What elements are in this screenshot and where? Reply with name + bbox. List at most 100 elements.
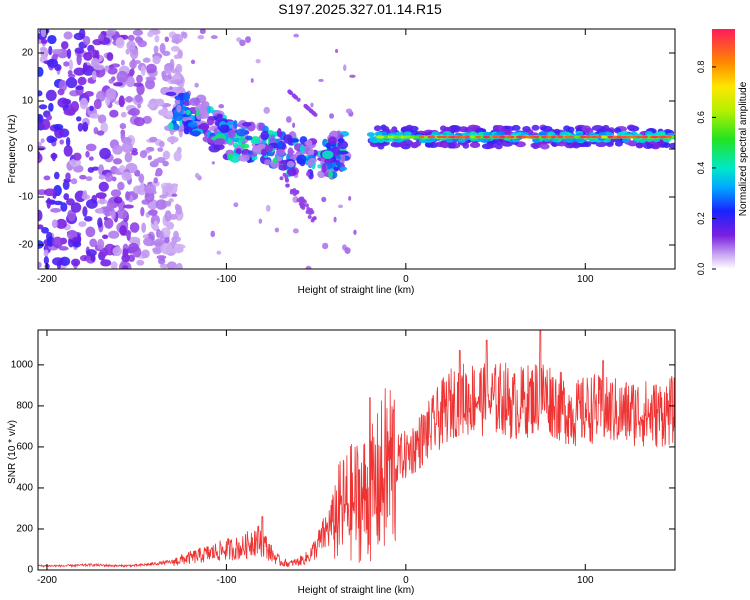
spectrogram-cell — [63, 193, 70, 201]
spectrogram-cell — [168, 86, 173, 90]
spectrogram-cell — [173, 54, 180, 60]
spectrogram-cell — [310, 102, 314, 108]
spectrogram-cell — [299, 144, 305, 154]
spectrogram-cell — [91, 70, 97, 81]
spectrogram-cell — [270, 159, 280, 169]
colorbar-tick-label: 0.8 — [696, 61, 706, 74]
spectrogram-cell — [142, 234, 149, 239]
spectrogram-cell — [306, 106, 311, 111]
spectrogram-cell — [96, 208, 104, 214]
spectrogram-cell — [142, 57, 151, 63]
spectrogram-cell — [292, 191, 297, 196]
spectrogram-cell — [129, 47, 139, 60]
x-tick-label: -200 — [37, 274, 57, 285]
spectrogram-cell — [336, 161, 342, 168]
spectrogram-cell — [337, 140, 349, 150]
spectrogram-cell — [112, 82, 123, 87]
spectrogram-cell — [133, 116, 145, 127]
spectrogram-cell — [280, 160, 287, 165]
spectrogram-cell — [182, 92, 191, 102]
spectrogram-cell — [110, 189, 122, 198]
spectrogram-cell — [99, 147, 111, 160]
spectrogram-cell — [613, 127, 622, 134]
spectrogram-cell — [550, 135, 557, 139]
colorbar-gradient — [712, 29, 735, 269]
spectrogram-cell — [591, 135, 598, 139]
spectrogram-cell — [136, 74, 143, 84]
spectrogram-cell — [144, 191, 155, 203]
spectrogram-cell — [96, 238, 105, 251]
spectrogram-cell — [164, 36, 170, 43]
spectrogram-cell — [538, 131, 547, 136]
spectrogram-cell — [255, 58, 261, 64]
spectrogram-cell — [119, 164, 126, 173]
spectrogram-cell — [104, 217, 114, 229]
spectrogram-cell — [70, 178, 78, 185]
spectrogram-cell — [83, 35, 91, 46]
spectrogram-cell — [272, 157, 278, 164]
spectrogram-cell — [82, 62, 88, 72]
spectrogram-cell — [97, 198, 108, 205]
colorbar-ticks: 0.0 0.2 0.4 0.6 0.8 — [696, 61, 716, 275]
spectrogram-cell — [111, 208, 116, 221]
spectrogram-cell — [57, 88, 65, 96]
spectrogram-cell — [148, 136, 158, 143]
spectrogram-cell — [168, 121, 174, 131]
spectrogram-cell — [87, 167, 95, 173]
spectrogram-cell — [469, 135, 478, 139]
spectrogram-cell — [239, 39, 246, 47]
spectrogram-cell — [405, 124, 414, 131]
spectrogram-cell — [521, 135, 528, 139]
spectrogram-cell — [154, 35, 160, 43]
spectrogram-cell — [67, 209, 77, 222]
spectrogram-cell — [429, 135, 436, 139]
spectrogram-cell — [321, 196, 327, 203]
spectrogram-cell — [525, 135, 532, 139]
spectrogram-cell — [119, 123, 127, 130]
spectrogram-cell — [311, 216, 316, 221]
spectrogram-cell — [93, 98, 102, 110]
spectrogram-cell — [348, 196, 352, 201]
spectrogram-cell — [53, 200, 63, 206]
spectrogram-cell — [306, 206, 311, 211]
spectrogram-cell — [211, 161, 215, 165]
spectrogram-cell — [173, 150, 182, 162]
spectrogram-cell — [283, 134, 293, 144]
spectrogram-cell — [104, 172, 113, 183]
spectrogram-cell — [277, 141, 283, 149]
spectrogram-cell — [533, 135, 540, 139]
spectrogram-cell — [373, 125, 382, 132]
spectrogram-cell — [72, 240, 82, 248]
spectrogram-cell — [123, 204, 134, 209]
spectrogram-cell — [140, 180, 145, 193]
spectrogram-cell — [165, 184, 174, 193]
spectrogram-cell — [172, 184, 178, 194]
spectrogram-cell — [112, 246, 122, 257]
spectrogram-cell — [38, 113, 44, 125]
spectrogram-cell — [540, 143, 550, 150]
x-tick-label: -100 — [216, 274, 236, 285]
spectrogram-cell — [43, 249, 49, 257]
spectrogram-cell — [71, 258, 81, 267]
spectrogram-cell — [79, 174, 87, 180]
spectrogram-cell — [450, 135, 457, 139]
spectrogram-cell — [166, 261, 177, 269]
spectrogram-cell — [383, 126, 390, 133]
spectrogram-cell — [187, 121, 198, 128]
spectrogram-cell — [58, 80, 68, 92]
spectrogram-cell — [563, 135, 570, 139]
spectrogram-cell — [194, 172, 200, 179]
spectrogram-cell — [418, 135, 425, 139]
spectrogram-cell — [286, 160, 295, 168]
spectrogram-cell — [75, 116, 82, 122]
spectrogram-cell — [206, 106, 211, 114]
spectrogram-cell — [164, 237, 170, 244]
spectrogram-cell — [176, 104, 182, 113]
snr-ylabel: SNR (10 * v/v) — [7, 420, 18, 484]
spectrogram-cell — [338, 204, 344, 209]
spectrogram-cell — [121, 141, 133, 153]
spectrogram-cell — [277, 128, 282, 138]
spectrogram-cell — [376, 138, 385, 143]
spectrogram-cell — [97, 114, 107, 124]
spectrogram-cell — [147, 155, 152, 161]
